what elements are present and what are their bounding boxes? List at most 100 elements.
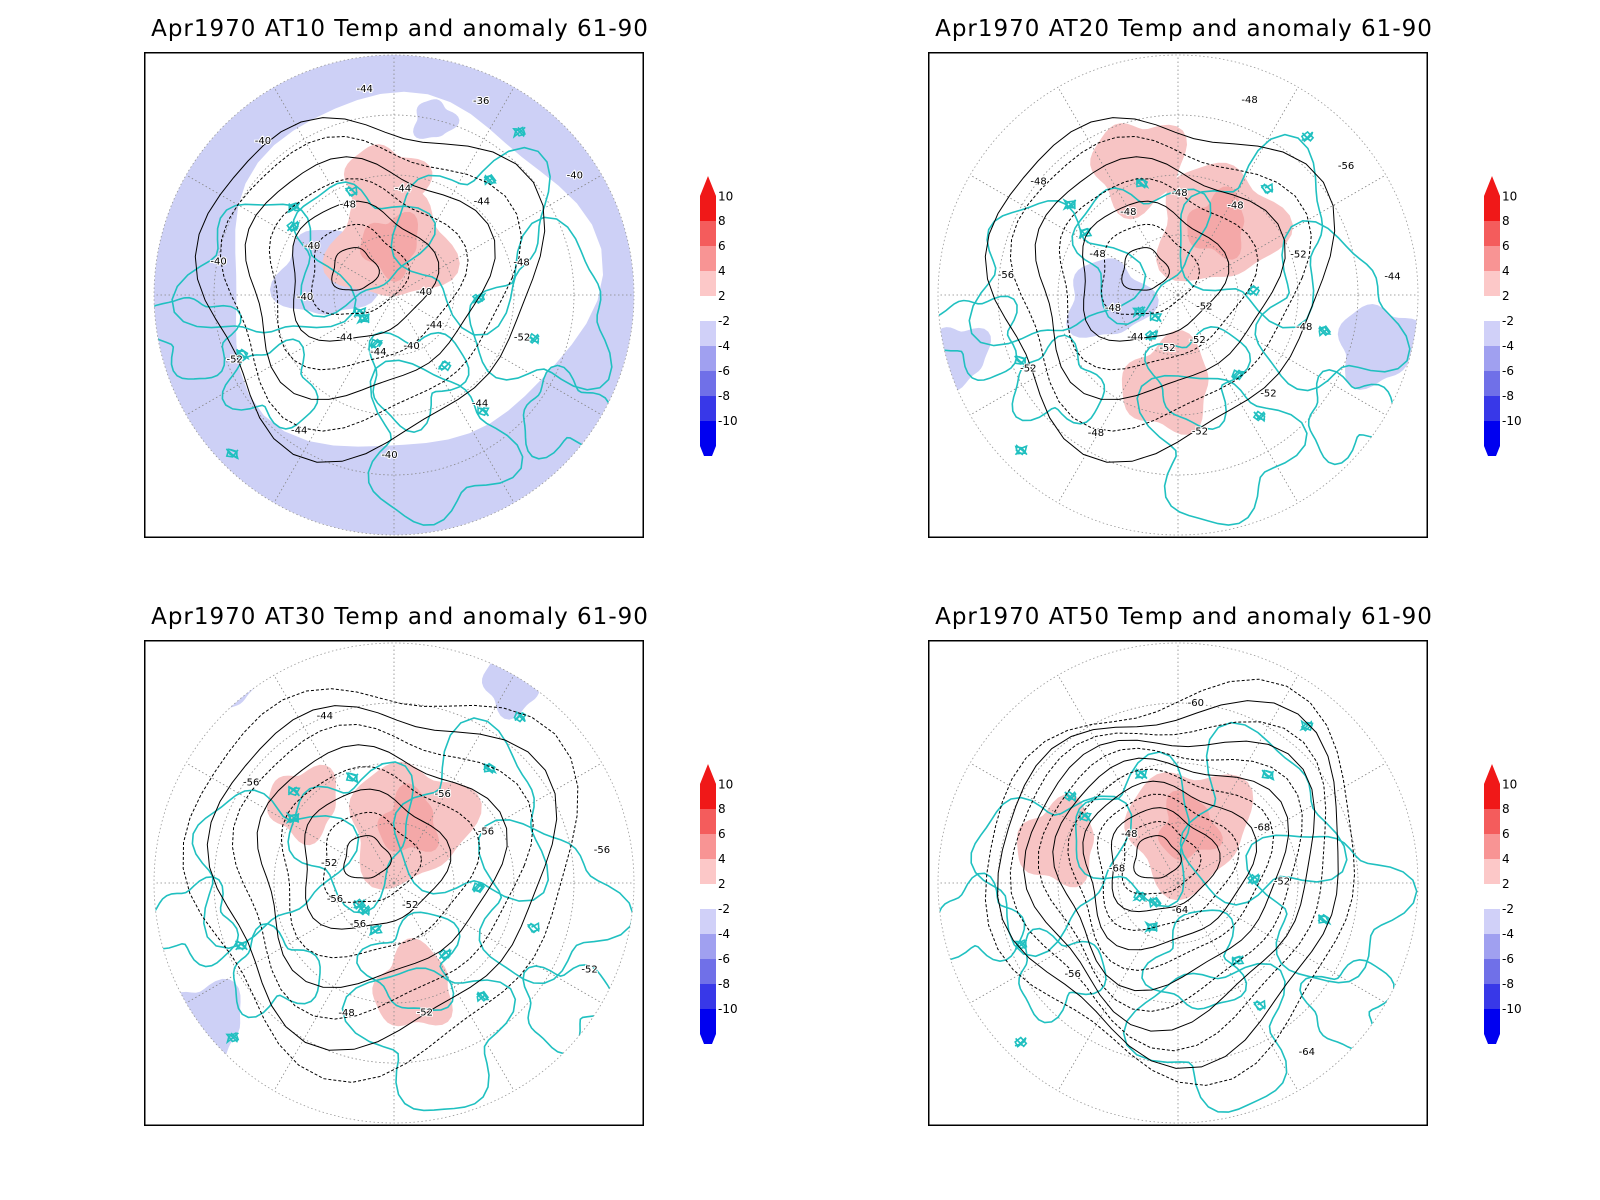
- map-frame: [144, 640, 644, 1126]
- border-line: [287, 202, 302, 214]
- border-line: [1144, 920, 1158, 934]
- polar-map: -52 -52 -56 -48 -44 -52 -56 -56 -52 -56 -56 -56: [144, 640, 644, 1126]
- colorbar-segment: [1484, 221, 1500, 246]
- colorbar-segment: [700, 784, 716, 809]
- contour-label: -56: [1065, 969, 1081, 980]
- contour-label: -44: [395, 183, 411, 194]
- colorbar-label: -8: [1502, 977, 1514, 991]
- meridian-line: [393, 294, 603, 416]
- map-frame: [144, 52, 644, 538]
- landmass-outline: [1141, 909, 1248, 1010]
- border-line: [1132, 305, 1146, 319]
- colorbar-label: 10: [718, 778, 733, 792]
- colorbar-label: 2: [718, 289, 726, 303]
- contour-label: -48: [338, 1008, 354, 1019]
- temperature-contour: [304, 788, 452, 930]
- border-line: [526, 332, 540, 345]
- contour-label: -52: [1260, 389, 1276, 400]
- colorbar-segment: [700, 1009, 716, 1034]
- colorbar-arrow-top: [1484, 176, 1500, 196]
- panel-at50: Apr1970 AT50 Temp and anomaly 61-90 -64-…: [784, 588, 1584, 1188]
- border-line: [1230, 955, 1245, 967]
- colorbar-label: 10: [1502, 778, 1517, 792]
- temperature-contour: [1100, 223, 1201, 315]
- landmass-outline: [390, 146, 551, 336]
- map-boundary: [153, 54, 635, 536]
- contour-label: -44: [291, 426, 307, 437]
- landmass-outline: [292, 181, 437, 318]
- colorbar-label: -8: [718, 389, 730, 403]
- landmass-outline: [1011, 334, 1106, 425]
- colorbar-segment: [700, 371, 716, 396]
- landmass-outline: [522, 364, 612, 460]
- temperature-contour: [997, 700, 1339, 1069]
- panel-title: Apr1970 AT20 Temp and anomaly 61-90: [935, 16, 1433, 42]
- border-line: [368, 924, 383, 937]
- colorbar-label: 2: [718, 877, 726, 891]
- contour-label: -48: [1296, 322, 1312, 333]
- map-boundary: [153, 642, 635, 1124]
- colorbar-label: 4: [718, 852, 726, 866]
- landmass-outline: [1299, 958, 1395, 1052]
- negative-anomaly-area: [938, 327, 991, 392]
- contour-label: -52: [227, 354, 243, 365]
- colorbar: 10 8 6 4 2 -2 -4 -6 -8 -10: [700, 176, 738, 456]
- contour-label: -56: [327, 894, 343, 905]
- colorbar-label: -6: [718, 952, 730, 966]
- panel-at30: Apr1970 AT30 Temp and anomaly 61-90 -52-…: [0, 588, 800, 1188]
- border-line: [1013, 939, 1028, 952]
- contour-label: -40: [210, 257, 226, 268]
- colorbar-segment: [1484, 834, 1500, 859]
- colorbar-segment: [700, 959, 716, 984]
- colorbar-label: 8: [718, 214, 726, 228]
- colorbar-label: -8: [1502, 389, 1514, 403]
- colorbar-segment: [1484, 346, 1500, 371]
- border-line: [482, 762, 497, 775]
- contour-label: -48: [1241, 95, 1257, 106]
- temperature-contour: [1052, 757, 1290, 992]
- landmass-outline: [1136, 374, 1308, 526]
- colorbar-segment: [1484, 859, 1500, 884]
- colorbar-label: 10: [1502, 190, 1517, 204]
- meridian-line: [1057, 86, 1179, 296]
- border-line: [437, 360, 452, 372]
- landmass-outline: [221, 338, 319, 430]
- positive-anomaly-area: [1017, 794, 1095, 888]
- landmass-outline: [232, 922, 321, 1019]
- contour-label: -64: [1299, 1047, 1315, 1058]
- contour-label: -52: [1020, 363, 1036, 374]
- temperature-contour: [1009, 135, 1312, 432]
- landmass-outline: [368, 331, 470, 434]
- negative-anomaly-area: [482, 655, 547, 720]
- landmass-outline: [392, 717, 550, 902]
- border-line: [234, 939, 248, 951]
- colorbar-arrow-bottom: [1484, 446, 1500, 456]
- temperature-contour: [182, 688, 579, 1083]
- contours: [984, 117, 1336, 463]
- contour-label: -44: [317, 711, 333, 722]
- colorbar-segment: [1484, 421, 1500, 446]
- contour-label: -68: [1254, 823, 1270, 834]
- contour-label: -40: [416, 287, 432, 298]
- contour-label: -52: [417, 1008, 433, 1019]
- colorbar-segment: [1484, 1009, 1500, 1034]
- contour-label: -48: [1088, 428, 1104, 439]
- graticule: [938, 55, 1418, 535]
- colorbar-segment: [1484, 321, 1500, 346]
- colorbar-label: -10: [718, 1002, 738, 1016]
- colorbar-label: -4: [1502, 339, 1514, 353]
- negative-anomaly-area: [1066, 258, 1159, 338]
- temperature-contour: [244, 156, 496, 400]
- landmass-outline: [1254, 219, 1411, 392]
- border-line: [235, 348, 250, 361]
- border-line: [225, 1031, 240, 1045]
- colorbar-segment: [700, 859, 716, 884]
- colorbar-label: -8: [718, 977, 730, 991]
- landmass-outline: [341, 967, 517, 1112]
- contour-label: -56: [1338, 161, 1354, 172]
- contour-label: -56: [998, 270, 1014, 281]
- coastlines: [154, 711, 634, 1112]
- temperature-contour: [231, 723, 534, 1020]
- temperature-contour: [1009, 721, 1327, 1052]
- colorbar-label: -4: [718, 339, 730, 353]
